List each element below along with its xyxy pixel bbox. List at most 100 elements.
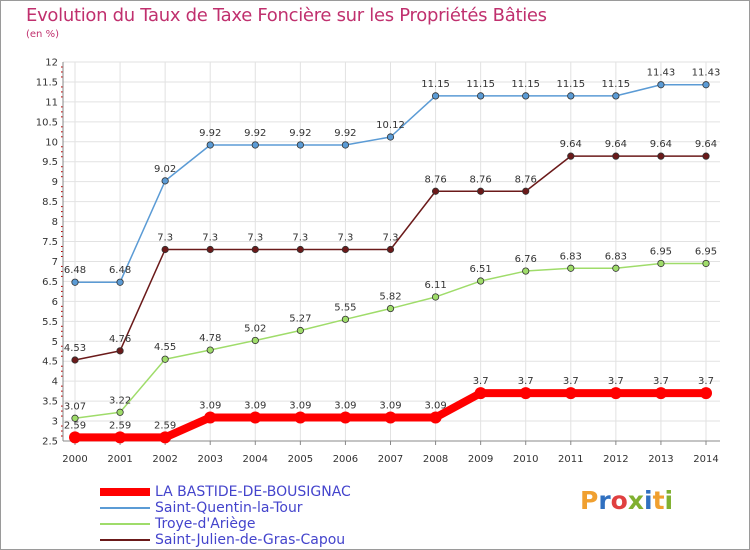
- data-point-troye-d-ari-ge: [296, 326, 304, 335]
- data-point-troye-d-ari-ge: [71, 414, 79, 422]
- data-point-saint-julien-de-gras-capou: [522, 187, 530, 195]
- data-point-saint-quentin-la-tour: [341, 141, 350, 149]
- data-label-la-bastide-de-bousignac: 2.59: [64, 420, 86, 431]
- data-label-troye-d-ari-ge: 6.51: [470, 264, 492, 275]
- data-label-saint-quentin-la-tour: 9.92: [199, 128, 221, 139]
- data-label-saint-julien-de-gras-capou: 7.3: [202, 233, 218, 244]
- legend-swatch: [100, 539, 150, 541]
- data-point-saint-quentin-la-tour: [116, 278, 124, 286]
- logo-letter: t: [652, 486, 665, 515]
- data-point-saint-quentin-la-tour: [431, 92, 440, 100]
- data-label-la-bastide-de-bousignac: 3.7: [608, 376, 624, 387]
- data-point-la-bastide-de-bousignac: [114, 431, 127, 444]
- data-label-troye-d-ari-ge: 6.83: [605, 251, 627, 262]
- x-tick-label: 2006: [333, 454, 358, 465]
- data-label-troye-d-ari-ge: 5.55: [334, 302, 356, 313]
- x-tick-label: 2014: [693, 454, 718, 465]
- data-label-troye-d-ari-ge: 3.22: [109, 395, 131, 406]
- x-tick-label: 2011: [558, 454, 583, 465]
- data-label-saint-julien-de-gras-capou: 9.64: [605, 139, 627, 150]
- legend-label: Saint-Julien-de-Gras-Capou: [155, 532, 346, 548]
- data-point-saint-julien-de-gras-capou: [341, 245, 350, 254]
- data-point-saint-julien-de-gras-capou: [251, 245, 259, 254]
- legend-label: LA BASTIDE-DE-BOUSIGNAC: [155, 484, 351, 500]
- data-point-la-bastide-de-bousignac: [294, 411, 307, 424]
- legend-item: LA BASTIDE-DE-BOUSIGNAC: [100, 484, 351, 500]
- data-point-la-bastide-de-bousignac: [609, 387, 622, 400]
- data-point-saint-quentin-la-tour: [161, 177, 169, 185]
- data-point-saint-julien-de-gras-capou: [567, 152, 575, 160]
- data-point-troye-d-ari-ge: [116, 408, 124, 416]
- data-point-troye-d-ari-ge: [567, 264, 575, 272]
- data-point-troye-d-ari-ge: [612, 264, 620, 272]
- legend-label: Saint-Quentin-la-Tour: [155, 500, 303, 516]
- y-tick-label: 3: [52, 417, 58, 428]
- x-tick-label: 2007: [378, 454, 403, 465]
- chart-subtitle: (en %): [26, 29, 59, 40]
- data-point-saint-julien-de-gras-capou: [206, 245, 214, 254]
- legend-item: Saint-Quentin-la-Tour: [100, 500, 351, 516]
- data-label-la-bastide-de-bousignac: 3.7: [653, 376, 669, 387]
- y-tick-label: 10: [45, 137, 58, 148]
- data-label-saint-quentin-la-tour: 11.43: [647, 68, 676, 79]
- legend-swatch: [100, 507, 150, 509]
- data-label-saint-julien-de-gras-capou: 7.3: [157, 233, 173, 244]
- legend-swatch: [100, 523, 150, 525]
- data-label-saint-quentin-la-tour: 6.48: [109, 265, 131, 276]
- data-point-troye-d-ari-ge: [341, 315, 350, 323]
- x-tick-label: 2004: [243, 454, 268, 465]
- y-tick-label: 8: [52, 217, 58, 228]
- data-label-la-bastide-de-bousignac: 3.09: [424, 400, 446, 411]
- data-point-la-bastide-de-bousignac: [339, 411, 352, 424]
- data-label-troye-d-ari-ge: 4.55: [154, 342, 176, 353]
- data-label-saint-julien-de-gras-capou: 9.64: [650, 139, 672, 150]
- data-point-troye-d-ari-ge: [657, 259, 665, 268]
- data-point-saint-julien-de-gras-capou: [657, 152, 665, 160]
- y-tick-label: 3.5: [42, 397, 58, 408]
- y-tick-label: 6.5: [42, 277, 58, 288]
- data-label-troye-d-ari-ge: 4.78: [199, 333, 221, 344]
- chart-legend: LA BASTIDE-DE-BOUSIGNAC Saint-Quentin-la-…: [100, 484, 351, 548]
- data-point-la-bastide-de-bousignac: [429, 411, 442, 424]
- data-label-troye-d-ari-ge: 6.95: [695, 246, 717, 257]
- x-tick-label: 2001: [107, 454, 132, 465]
- data-label-saint-quentin-la-tour: 10.12: [376, 120, 405, 131]
- y-tick-label: 7.5: [42, 237, 58, 248]
- data-point-la-bastide-de-bousignac: [654, 387, 667, 400]
- x-tick-label: 2003: [197, 454, 222, 465]
- legend-label: Troye-d'Ariège: [155, 516, 256, 532]
- data-label-saint-quentin-la-tour: 9.92: [244, 128, 266, 139]
- data-point-saint-quentin-la-tour: [702, 81, 710, 89]
- y-tick-label: 5.5: [42, 317, 58, 328]
- legend-item: Saint-Julien-de-Gras-Capou: [100, 532, 351, 548]
- data-label-saint-julien-de-gras-capou: 7.3: [247, 233, 263, 244]
- data-label-saint-julien-de-gras-capou: 8.76: [515, 174, 537, 185]
- data-point-saint-quentin-la-tour: [386, 133, 395, 141]
- data-label-saint-julien-de-gras-capou: 9.64: [695, 139, 717, 150]
- x-tick-label: 2000: [62, 454, 87, 465]
- proxiti-logo: Proxiti: [580, 486, 673, 515]
- data-point-saint-quentin-la-tour: [296, 141, 304, 149]
- data-point-la-bastide-de-bousignac: [159, 431, 172, 444]
- data-point-la-bastide-de-bousignac: [249, 411, 262, 424]
- data-label-troye-d-ari-ge: 5.82: [379, 292, 401, 303]
- data-point-saint-quentin-la-tour: [657, 81, 665, 89]
- data-label-saint-quentin-la-tour: 11.15: [556, 79, 585, 90]
- data-label-saint-quentin-la-tour: 11.15: [602, 79, 631, 90]
- data-label-saint-quentin-la-tour: 9.92: [289, 128, 311, 139]
- data-point-saint-julien-de-gras-capou: [71, 356, 79, 364]
- data-label-la-bastide-de-bousignac: 3.7: [698, 376, 714, 387]
- x-tick-label: 2002: [152, 454, 177, 465]
- data-point-saint-julien-de-gras-capou: [116, 347, 124, 355]
- data-point-la-bastide-de-bousignac: [564, 387, 577, 400]
- y-tick-label: 4.5: [42, 357, 58, 368]
- y-tick-label: 7: [52, 257, 58, 268]
- data-point-la-bastide-de-bousignac: [384, 411, 397, 424]
- y-tick-label: 6: [52, 297, 58, 308]
- data-point-troye-d-ari-ge: [161, 355, 169, 363]
- y-tick-label: 4: [52, 377, 58, 388]
- data-point-saint-quentin-la-tour: [477, 92, 485, 100]
- x-tick-label: 2005: [288, 454, 313, 465]
- data-label-saint-julien-de-gras-capou: 8.76: [470, 174, 492, 185]
- y-tick-label: 10.5: [36, 117, 58, 128]
